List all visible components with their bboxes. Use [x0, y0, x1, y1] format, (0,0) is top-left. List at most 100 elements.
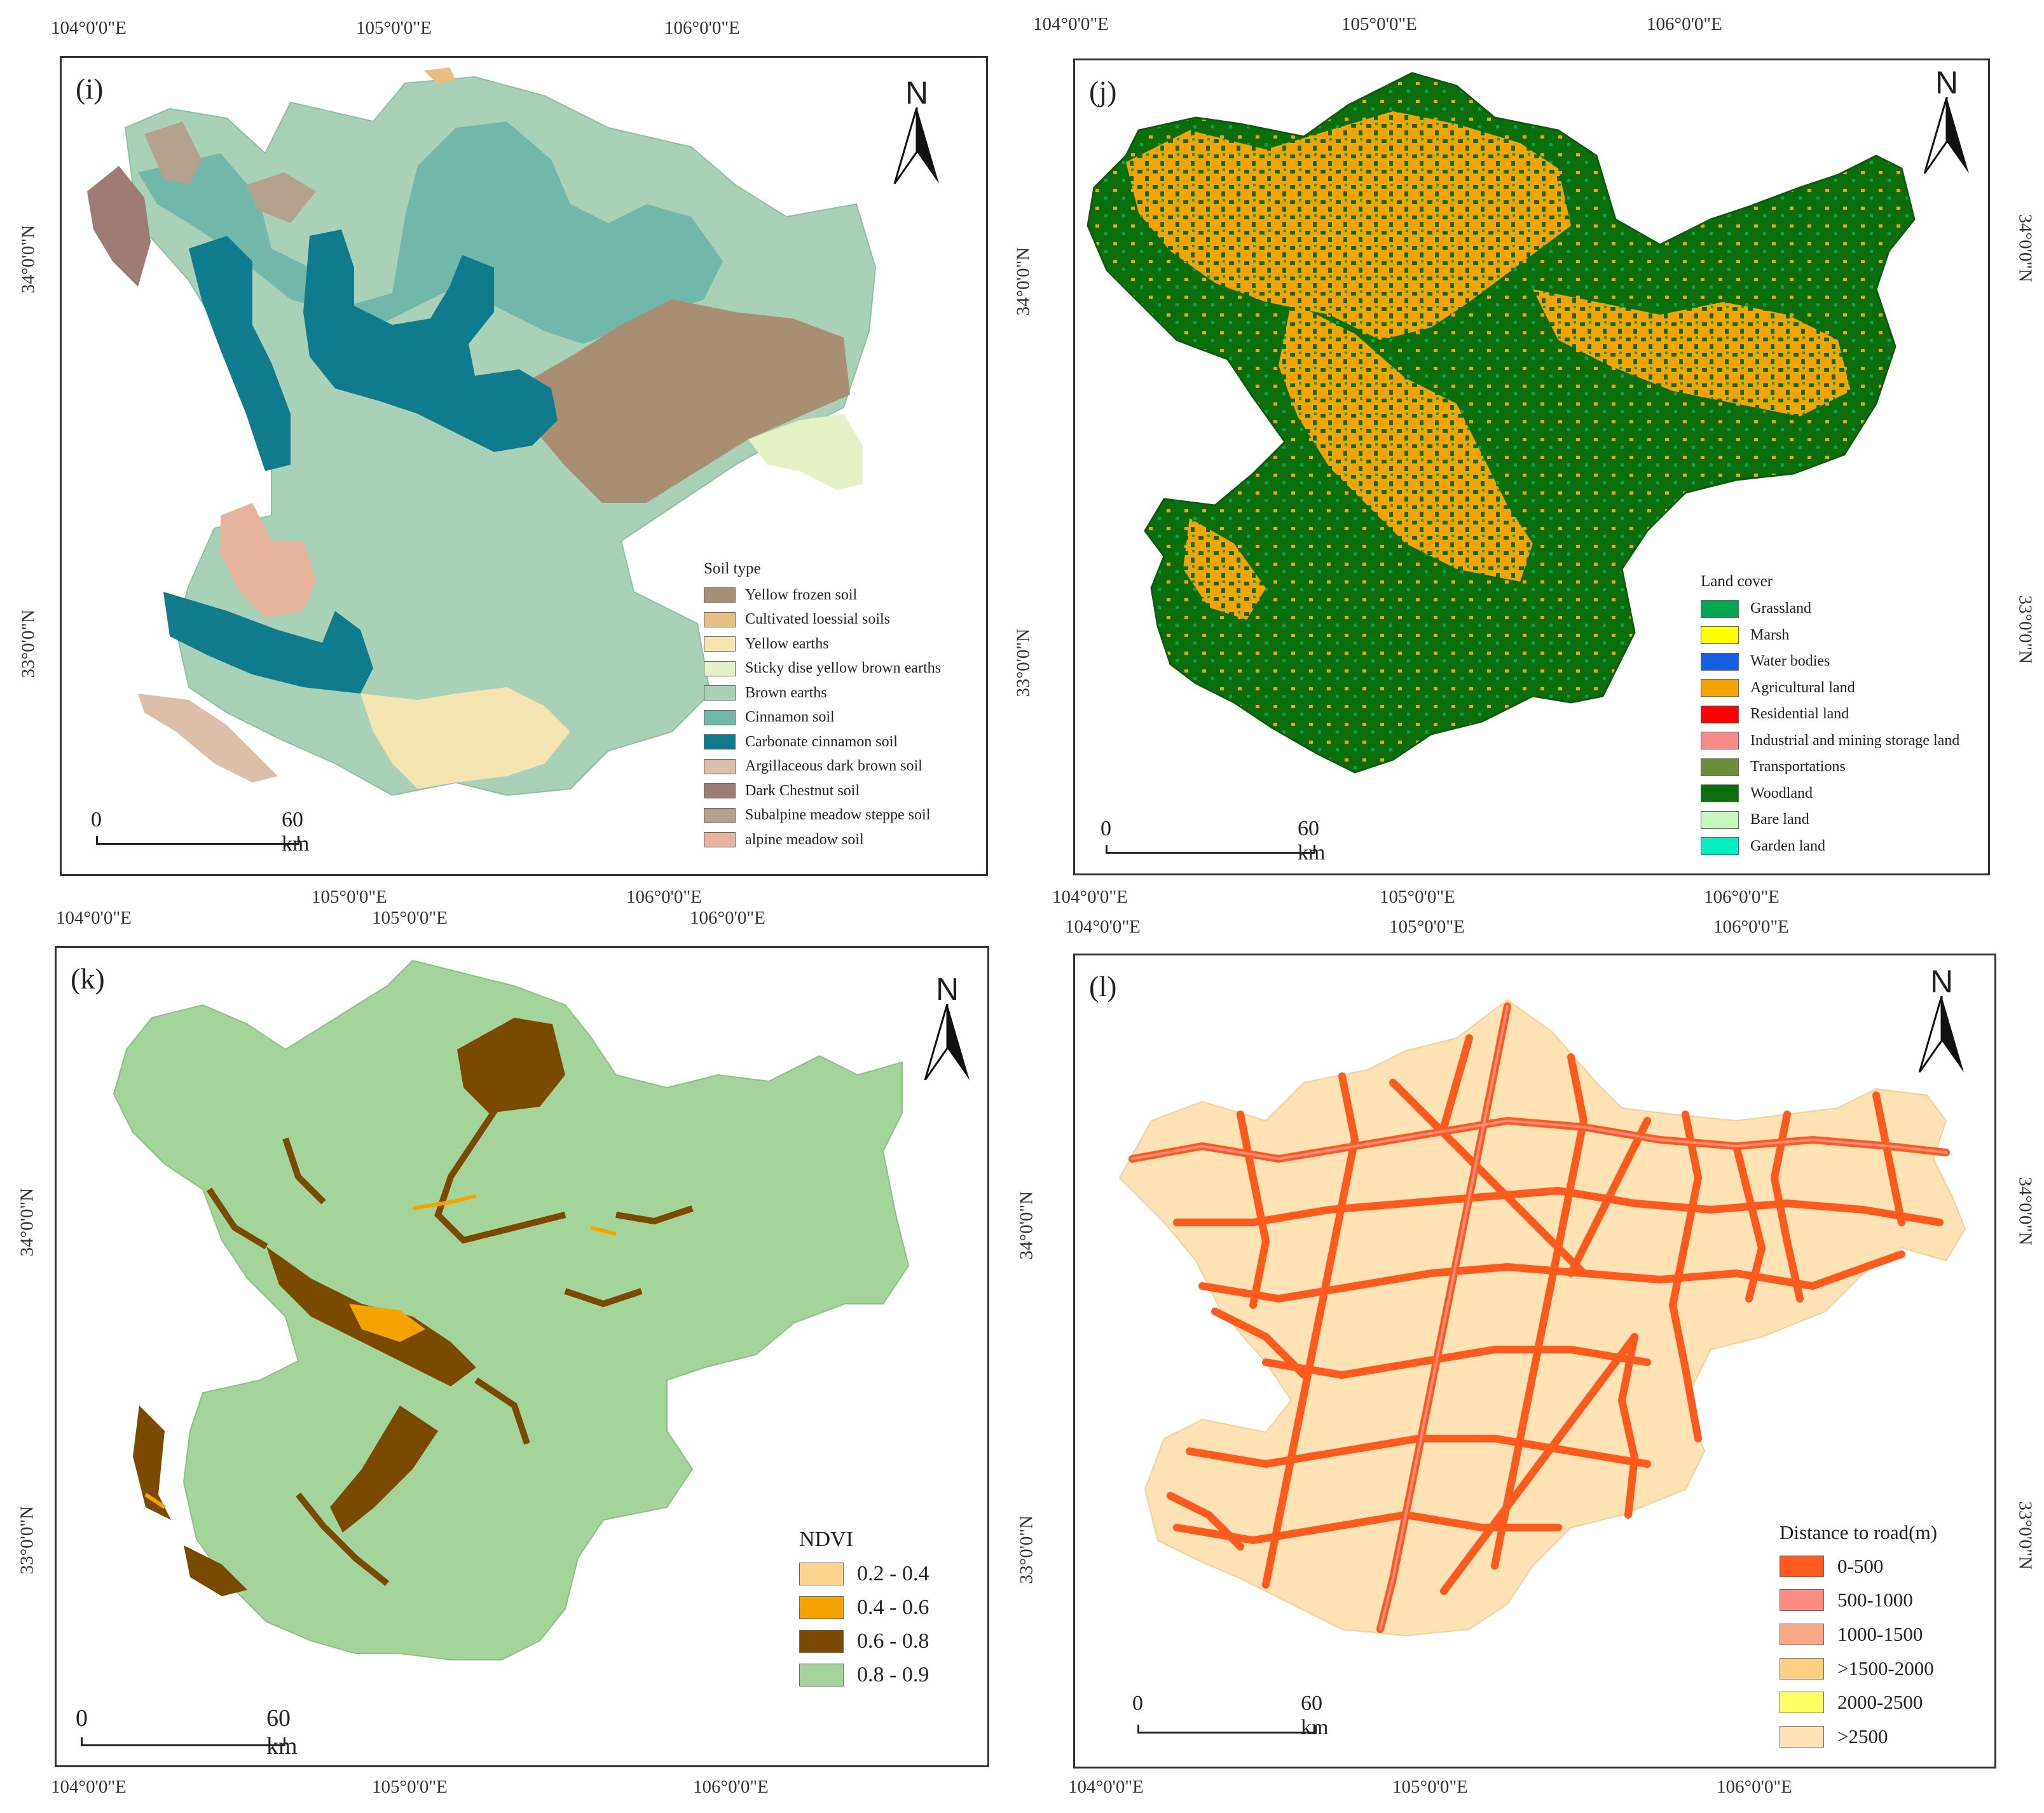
legend-item: 0.2 - 0.4	[799, 1557, 929, 1591]
legend-item: Transportations	[1701, 754, 1959, 781]
tick-left-33n: 33°0'0"N	[1013, 628, 1034, 697]
tick-bottom-106e: 106°0'0"E	[1704, 887, 1780, 907]
legend-swatch	[1780, 1725, 1824, 1748]
tick-top-104e: 104°0'0"E	[1033, 14, 1109, 34]
legend-swatch	[1780, 1555, 1824, 1577]
legend-item: alpine meadow soil	[704, 828, 941, 852]
scale-start: 0	[91, 808, 102, 831]
legend-swatch	[1701, 732, 1739, 750]
scale-line	[96, 836, 299, 845]
scale-end: 60 km	[266, 1705, 298, 1760]
legend-item: Cultivated loessial soils	[704, 608, 941, 633]
legend-swatch	[704, 636, 736, 652]
north-arrow-icon	[1923, 97, 1969, 174]
scale-line	[81, 1737, 285, 1746]
tick-left-34n: 34°0'0"N	[1016, 1191, 1037, 1260]
distance-to-road-legend: Distance to road(m) 0-500 500-1000 1000-150…	[1780, 1521, 1937, 1754]
ndvi-map	[113, 959, 910, 1660]
legend-item: 500-1000	[1780, 1584, 1937, 1618]
tick-top-106e: 106°0'0"E	[690, 908, 765, 928]
legend-label: Garden land	[1750, 837, 1825, 854]
tick-bottom-104e: 104°0'0"E	[1068, 1777, 1144, 1797]
tick-top-106e: 106°0'0"E	[1647, 14, 1722, 34]
tick-bottom-105e: 105°0'0"E	[312, 887, 387, 907]
north-arrow: N	[1918, 64, 1975, 179]
tick-left-34n: 34°0'0"N	[17, 1187, 38, 1257]
legend-title: Soil type	[704, 560, 761, 577]
panel-label: (j)	[1089, 75, 1117, 107]
legend-label: 0.4 - 0.6	[857, 1595, 929, 1619]
legend-item: 0-500	[1780, 1549, 1937, 1584]
legend-item: Woodland	[1701, 781, 1959, 807]
tick-left-33n: 33°0'0"N	[17, 1505, 38, 1575]
legend-swatch	[799, 1663, 844, 1686]
scale-bar: 0 60 km	[1101, 817, 1329, 865]
legend-item: >1500-2000	[1780, 1652, 1937, 1686]
tick-top-106e: 106°0'0"E	[1713, 917, 1789, 937]
legend-label: Bare land	[1750, 811, 1809, 828]
panel-label: (i)	[76, 72, 104, 105]
legend-swatch	[704, 660, 736, 676]
legend-label: >2500	[1837, 1725, 1888, 1748]
panel-l-distance-to-road-map: (l)	[1073, 954, 1996, 1769]
north-arrow-icon	[893, 107, 939, 184]
tick-top-105e: 105°0'0"E	[372, 908, 448, 928]
tick-left-34n: 34°0'0"N	[1013, 247, 1034, 316]
scale-bar: 0 60 km	[91, 808, 309, 856]
legend-label: Woodland	[1750, 784, 1813, 802]
soil-legend: Soil type Yellow frozen soil Cultivated lo…	[704, 560, 941, 852]
legend-swatch	[704, 685, 736, 701]
panel-k-ndvi-map: (k) N 0 60 km	[55, 946, 989, 1767]
tick-bottom-106e: 106°0'0"E	[1717, 1777, 1792, 1797]
legend-label: Yellow earths	[745, 635, 829, 652]
land-cover-legend: Land cover Grassland Marsh Water bodies Agri…	[1701, 573, 1959, 859]
legend-swatch	[1701, 705, 1739, 723]
legend-label: alpine meadow soil	[745, 831, 864, 848]
legend-swatch	[1701, 652, 1739, 671]
legend-swatch	[799, 1596, 844, 1619]
legend-item: Carbonate cinnamon soil	[704, 730, 941, 755]
legend-item: Bare land	[1701, 807, 1959, 833]
tick-bottom-104e: 104°0'0"E	[1052, 887, 1128, 907]
legend-item: Agricultural land	[1701, 675, 1959, 702]
legend-swatch	[1780, 1692, 1824, 1714]
legend-swatch	[1701, 599, 1739, 618]
legend-swatch	[704, 758, 736, 774]
legend-swatch	[1701, 679, 1739, 697]
north-label: N	[905, 75, 929, 111]
scale-line	[1106, 845, 1315, 854]
tick-top-105e: 105°0'0"E	[1341, 14, 1417, 34]
scale-start: 0	[1101, 817, 1111, 840]
legend-item: Subalpine meadow steppe soil	[704, 804, 941, 828]
legend-swatch	[1780, 1589, 1824, 1611]
legend-item: 2000-2500	[1780, 1685, 1937, 1720]
scale-line	[1137, 1725, 1317, 1734]
panel-label: (l)	[1089, 970, 1117, 1002]
tick-bottom-106e: 106°0'0"E	[693, 1777, 769, 1797]
north-arrow-icon	[924, 1004, 970, 1080]
legend-swatch	[1701, 626, 1739, 645]
legend-label: Sticky dise yellow brown earths	[745, 660, 941, 677]
legend-item: 0.6 - 0.8	[799, 1624, 929, 1658]
legend-label: 2000-2500	[1837, 1691, 1923, 1714]
legend-swatch	[1780, 1657, 1824, 1680]
tick-bottom-106e: 106°0'0"E	[626, 887, 702, 907]
north-arrow: N	[919, 971, 976, 1085]
legend-swatch	[704, 709, 736, 725]
legend-label: Argillaceous dark brown soil	[745, 758, 923, 775]
legend-swatch	[704, 734, 736, 750]
legend-label: 500-1000	[1837, 1589, 1913, 1611]
legend-item: Sticky dise yellow brown earths	[704, 657, 941, 681]
legend-title: Distance to road(m)	[1780, 1521, 1937, 1543]
tick-top-104e: 104°0'0"E	[1065, 917, 1141, 937]
legend-swatch	[799, 1562, 844, 1585]
tick-top-105e: 105°0'0"E	[1389, 917, 1465, 937]
tick-top-105e: 105°0'0"E	[356, 18, 432, 38]
tick-right-33n: 33°0'0"N	[2015, 1501, 2036, 1570]
legend-item: 1000-1500	[1780, 1617, 1937, 1652]
legend-swatch	[1780, 1623, 1824, 1645]
legend-item: Water bodies	[1701, 648, 1959, 675]
panel-j-land-cover-map: (j) N 0 60 km	[1073, 58, 1990, 875]
north-arrow: N	[888, 74, 945, 189]
north-arrow: N	[1913, 963, 1970, 1078]
